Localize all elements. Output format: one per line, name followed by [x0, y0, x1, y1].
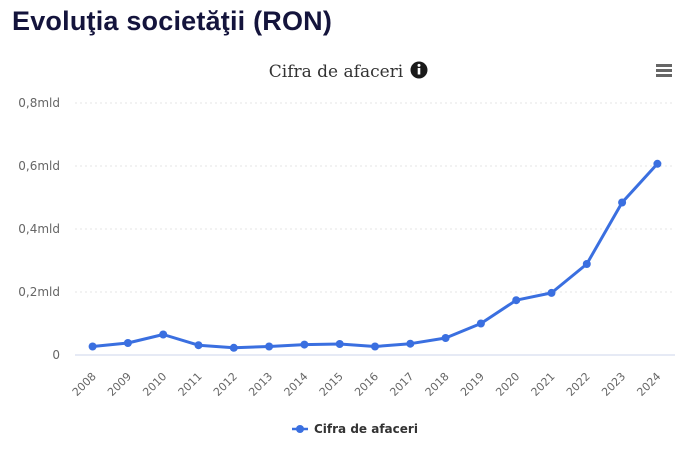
- legend-label: Cifra de afaceri: [314, 422, 418, 436]
- data-point[interactable]: [512, 296, 521, 305]
- data-point[interactable]: [300, 340, 309, 349]
- data-point[interactable]: [476, 319, 485, 328]
- x-tick-label: 2014: [282, 370, 311, 399]
- page-title: Evoluţia societăţii (RON): [12, 6, 333, 36]
- x-axis-ticks: 2008 2009 2010 2011 2012 2013 2014 2015 2016 2017…: [70, 370, 664, 399]
- x-tick-label: 2016: [352, 370, 381, 399]
- data-point[interactable]: [88, 342, 97, 351]
- data-point[interactable]: [441, 334, 450, 342]
- data-point[interactable]: [547, 288, 556, 297]
- y-axis-ticks: 0 0,2mld 0,4mld 0,6mld 0,8mld: [18, 96, 60, 362]
- x-tick-label: 2020: [493, 370, 522, 399]
- data-point[interactable]: [582, 260, 591, 268]
- series-layer: [88, 159, 662, 352]
- x-tick-label: 2024: [634, 370, 663, 399]
- data-point[interactable]: [123, 339, 132, 347]
- grid-layer: [75, 102, 675, 356]
- info-icon[interactable]: [410, 61, 428, 79]
- y-tick-label: 0,8mld: [18, 96, 60, 110]
- x-tick-label: 2012: [211, 370, 240, 399]
- x-tick-label: 2021: [529, 370, 558, 399]
- x-tick-label: 2022: [564, 370, 593, 399]
- data-point[interactable]: [618, 198, 627, 207]
- series-line: [91, 162, 659, 350]
- chart-title: Cifra de afaceri: [269, 62, 404, 82]
- x-tick-label: 2008: [70, 370, 99, 399]
- x-tick-label: 2023: [599, 370, 628, 399]
- y-tick-label: 0,6mld: [18, 159, 60, 173]
- data-point[interactable]: [406, 339, 415, 348]
- x-tick-label: 2010: [140, 370, 169, 399]
- data-point[interactable]: [229, 343, 238, 352]
- x-tick-label: 2011: [176, 370, 205, 399]
- data-point[interactable]: [335, 340, 344, 348]
- data-point[interactable]: [194, 341, 203, 350]
- data-point[interactable]: [371, 342, 379, 351]
- x-tick-label: 2009: [105, 370, 134, 399]
- x-tick-label: 2018: [423, 370, 452, 399]
- x-tick-label: 2019: [458, 370, 487, 399]
- data-point[interactable]: [265, 342, 274, 351]
- y-tick-label: 0,4mld: [18, 222, 60, 236]
- data-point[interactable]: [653, 159, 662, 168]
- y-tick-label: 0,2mld: [18, 285, 60, 299]
- data-point[interactable]: [159, 330, 168, 339]
- x-tick-label: 2017: [387, 370, 416, 399]
- hamburger-menu-icon[interactable]: [656, 64, 672, 77]
- x-tick-label: 2013: [246, 370, 275, 399]
- x-tick-label: 2015: [317, 370, 346, 399]
- legend[interactable]: Cifra de afaceri: [292, 422, 418, 436]
- y-tick-label: 0: [52, 348, 60, 362]
